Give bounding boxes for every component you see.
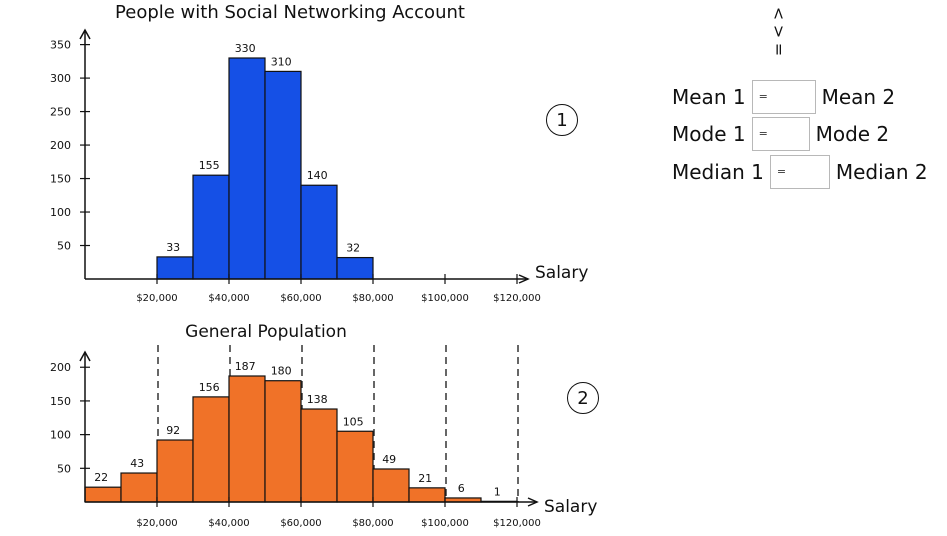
chart-2-y-tick-label: 100 — [50, 429, 71, 442]
chart-2-bar — [372, 468, 410, 503]
chart-1-title: People with Social Networking Account — [115, 2, 465, 23]
chart-1-bar — [264, 70, 302, 280]
chart-1-bar-label: 32 — [346, 242, 360, 255]
chart-2-x-tick-label: $40,000 — [208, 518, 249, 529]
median-compare-row: Median 1 = Median 2 — [672, 155, 928, 189]
chart-2-bar-label: 138 — [307, 393, 328, 406]
chart-2-bar-label: 187 — [235, 360, 256, 373]
mode-1-label: Mode 1 — [672, 122, 746, 146]
chart-1-bar — [228, 57, 266, 280]
chart-1-bar — [192, 174, 230, 280]
chart-2-marker: 2 — [567, 382, 599, 414]
chart-1-bar — [336, 256, 374, 280]
chart-2-bar — [192, 396, 230, 503]
chart-2-bar — [84, 486, 122, 503]
chart-2-y-arrow — [79, 350, 91, 362]
chart-1-bar — [156, 256, 194, 280]
chart-2-bar — [228, 375, 266, 503]
chart-2-bar-label: 1 — [494, 485, 501, 498]
chart-1-x-tick-label: $60,000 — [280, 293, 321, 304]
chart-1-y-tick-label: 350 — [50, 39, 71, 52]
chart-1-y-tick-label: 300 — [50, 72, 71, 85]
chart-1-x-tick-label: $100,000 — [421, 293, 469, 304]
mean-compare-box[interactable]: = — [751, 80, 816, 114]
chart-1-bar-label: 33 — [166, 241, 180, 254]
chart-1-y-tick-label: 200 — [50, 139, 71, 152]
chart-1-bar-label: 330 — [235, 42, 256, 55]
median-compare-box[interactable]: = — [769, 155, 830, 189]
chart-2-title: General Population — [185, 322, 347, 342]
chart-1-x-tick-label: $40,000 — [208, 293, 249, 304]
chart-2-bar-label: 22 — [94, 471, 108, 484]
chart-2-x-tick-label: $100,000 — [421, 518, 469, 529]
chart-2-bar-label: 21 — [418, 472, 432, 485]
median-1-label: Median 1 — [672, 160, 764, 184]
chart-2-bar-label: 43 — [130, 457, 144, 470]
chart-1-y-tick-label: 50 — [57, 240, 71, 253]
mode-compare-row: Mode 1 = Mode 2 — [672, 117, 889, 151]
chart-2-bar-label: 49 — [382, 453, 396, 466]
comparison-symbols: < > = — [768, 4, 790, 60]
equals-symbol: = — [769, 42, 789, 57]
mean-2-label: Mean 2 — [821, 85, 896, 109]
chart-2-bar — [264, 380, 302, 503]
chart-2-x-tick-label: $60,000 — [280, 518, 321, 529]
chart-2-bar — [156, 439, 194, 503]
chart-1-marker: 1 — [546, 104, 578, 136]
greater-than-symbol: > — [769, 24, 789, 39]
chart-2-x-arrow — [527, 497, 539, 507]
median-compare-value: = — [776, 165, 787, 178]
chart-2-bar-label: 92 — [166, 424, 180, 437]
chart-2-y-tick-label: 150 — [50, 395, 71, 408]
chart-1-x-tick-label: $80,000 — [352, 293, 393, 304]
chart-1-y-tick-label: 100 — [50, 206, 71, 219]
chart-1-bar-label: 155 — [199, 159, 220, 172]
chart-2-x-tick-label: $80,000 — [352, 518, 393, 529]
chart-1-y-arrow — [79, 28, 91, 40]
chart-2-bar — [300, 408, 338, 503]
chart-2-bar-label: 6 — [458, 482, 465, 495]
mean-compare-value: = — [758, 90, 768, 103]
chart-1-x-tick-label: $120,000 — [493, 293, 541, 304]
chart-2-x-tick-label: $20,000 — [136, 518, 177, 529]
chart-2-x-axis-label: Salary — [544, 497, 597, 517]
less-than-symbol: < — [769, 6, 789, 21]
chart-1-bar-label: 140 — [307, 169, 328, 182]
chart-1-bar — [300, 184, 338, 280]
mode-compare-value: = — [758, 127, 768, 140]
mean-compare-row: Mean 1 = Mean 2 — [672, 80, 895, 114]
chart-1-x-arrow — [518, 274, 530, 284]
chart-2-bar — [408, 487, 446, 503]
chart-2-bar — [336, 430, 374, 503]
chart-2-bar — [120, 472, 158, 503]
chart-1-bar-label: 310 — [271, 55, 292, 68]
chart-2-bar-label: 156 — [199, 381, 220, 394]
mode-2-label: Mode 2 — [815, 122, 890, 146]
chart-2-y-tick-label: 50 — [57, 462, 71, 475]
median-2-label: Median 2 — [835, 160, 928, 184]
chart-2-bar-label: 105 — [343, 415, 364, 428]
chart-2-x-tick-label: $120,000 — [493, 518, 541, 529]
chart-1-y-tick-label: 250 — [50, 106, 71, 119]
chart-1-x-axis-label: Salary — [535, 263, 588, 283]
chart-1-y-tick-label: 150 — [50, 173, 71, 186]
chart-2-bar-label: 180 — [271, 365, 292, 378]
mean-1-label: Mean 1 — [672, 85, 746, 109]
chart-1-x-tick-label: $20,000 — [136, 293, 177, 304]
chart-2-y-tick-label: 200 — [50, 361, 71, 374]
mode-compare-box[interactable]: = — [751, 117, 810, 151]
